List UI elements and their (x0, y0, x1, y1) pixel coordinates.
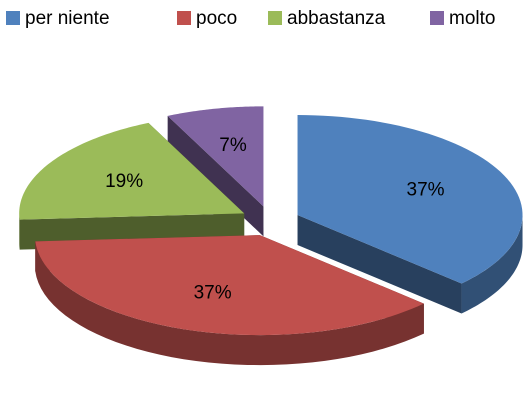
legend-swatch (430, 11, 444, 25)
legend-label: poco (196, 8, 237, 29)
slice-wall (461, 215, 523, 314)
data-label: 7% (219, 135, 247, 156)
legend-label: per niente (25, 8, 110, 29)
slice: 37% (35, 235, 424, 366)
slice-side (167, 115, 264, 237)
legend-label: molto (449, 8, 495, 29)
data-label: 37% (194, 282, 232, 303)
legend-swatch (268, 11, 282, 25)
data-label: 37% (407, 179, 445, 200)
slice-top (297, 115, 523, 284)
slice-top (35, 235, 424, 336)
legend-swatch (6, 11, 20, 25)
slice: 37% (297, 115, 523, 314)
slice-top (19, 122, 245, 220)
legend-swatch (177, 11, 191, 25)
slice-wall (35, 241, 424, 366)
slice-side (297, 215, 462, 314)
data-label: 19% (105, 171, 143, 192)
slice: 7% (167, 106, 264, 237)
slice-top (167, 106, 264, 207)
legend-label: abbastanza (287, 8, 386, 29)
